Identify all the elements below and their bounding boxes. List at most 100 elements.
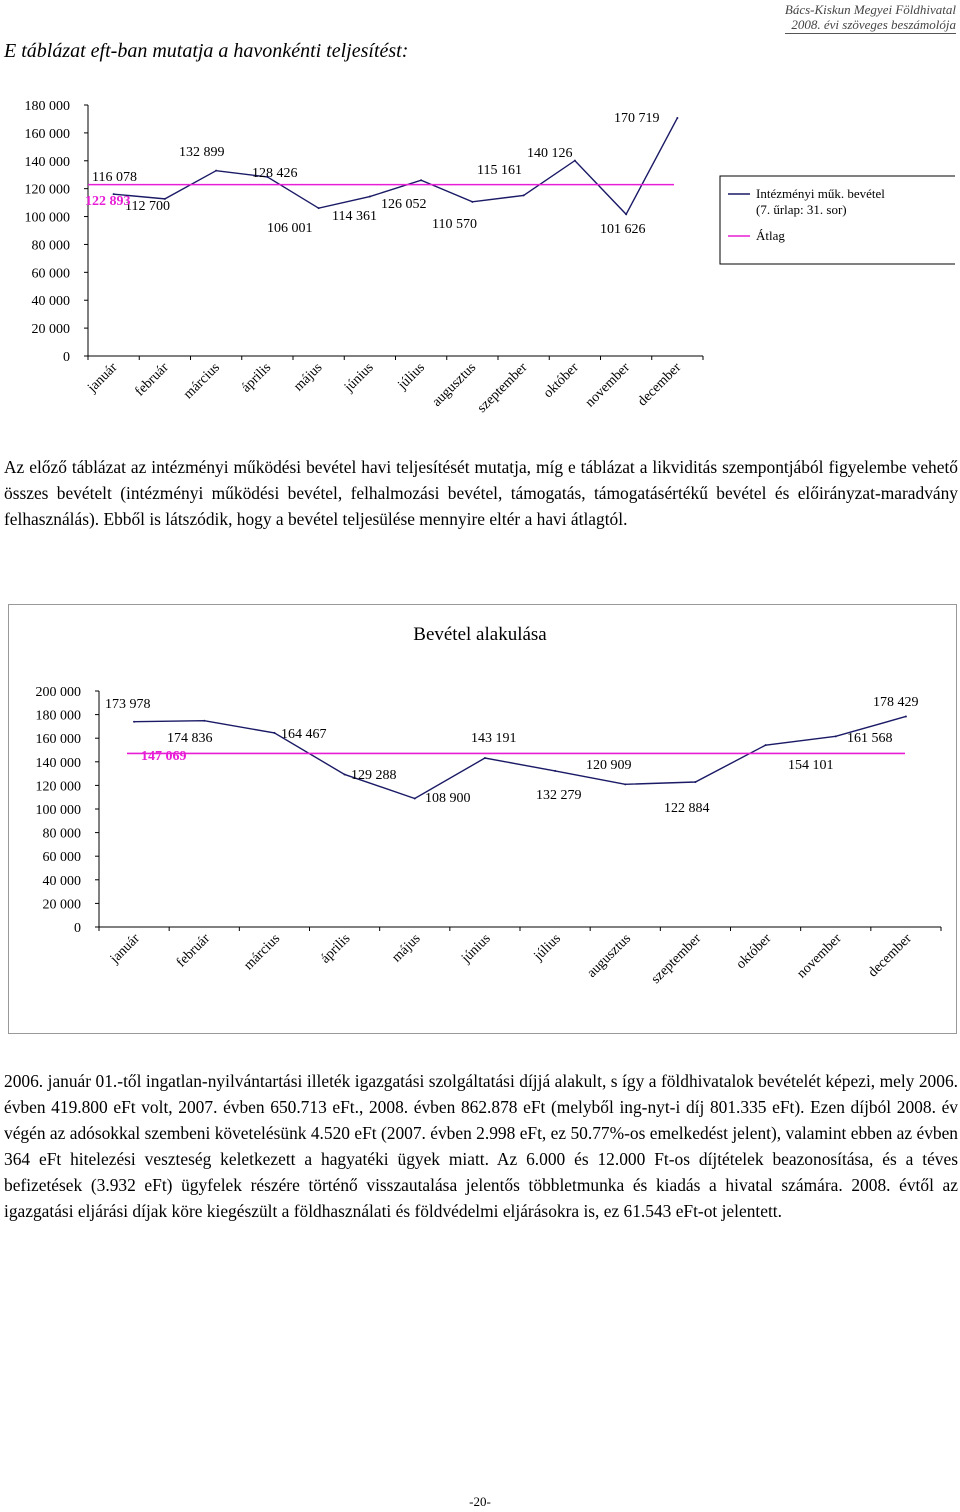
monthly-revenue-chart: 0 20 000 40 000 60 000 80 000 100 000 120 000 1… [8, 88, 959, 444]
series-point-2 [215, 169, 218, 172]
revenue-trend-chart-svg: Bevétel alakulása 0 20 000 40 000 60 000 80 0… [36, 624, 942, 987]
y-tick-label: 60 000 [32, 266, 71, 281]
series-point-9 [573, 159, 576, 162]
data-label-7: 120 909 [586, 758, 632, 773]
data-label-8: 122 884 [664, 801, 710, 816]
data-label-2: 164 467 [281, 727, 327, 742]
x-tick-label-2: március [241, 931, 283, 973]
page-number: -20- [469, 1494, 491, 1509]
data-label-11: 178 429 [873, 695, 919, 710]
data-label-4: 106 001 [267, 221, 313, 236]
x-tick-label-1: február [174, 931, 213, 970]
series-point-11 [904, 715, 907, 718]
series-point-6 [554, 769, 557, 772]
series-point-10 [625, 213, 628, 216]
x-tick-label-9: október [734, 931, 775, 972]
data-label-5: 143 191 [471, 731, 517, 746]
document-header: Bács-Kiskun Megyei Földhivatal 2008. évi… [784, 2, 956, 34]
y-tick-label: 40 000 [43, 874, 82, 889]
data-label-10: 161 568 [847, 731, 893, 746]
data-label-3: 129 288 [351, 768, 397, 783]
paragraph-chart-explanation: Az előző táblázat az intézményi működési… [4, 457, 958, 529]
series-point-0 [112, 193, 115, 196]
data-label-2: 132 899 [179, 145, 225, 160]
legend-box [719, 175, 959, 265]
y-tick-label: 0 [63, 350, 70, 365]
series-point-8 [522, 194, 525, 197]
series-line [113, 117, 678, 216]
data-label-7: 110 570 [432, 217, 477, 232]
average-value-label: 122 893 [85, 194, 131, 209]
chart-title: Bevétel alakulása [413, 624, 547, 645]
monthly-revenue-chart-svg: 0 20 000 40 000 60 000 80 000 100 000 120 000 1… [25, 99, 959, 416]
y-tick-label: 80 000 [43, 827, 82, 842]
x-tick-label-10: november [583, 360, 633, 410]
y-tick-label: 120 000 [36, 779, 82, 794]
x-tick-label-9: október [541, 360, 582, 401]
series-point-3 [266, 175, 269, 178]
y-tick-label: 20 000 [43, 897, 82, 912]
x-tick-label-8: szeptember [649, 931, 705, 987]
series-line [134, 715, 907, 800]
data-label-5: 114 361 [332, 209, 377, 224]
header-report-title: 2008. évi szöveges beszámolója [784, 17, 956, 34]
series-point-1 [203, 719, 206, 722]
x-tick-label-5: június [341, 360, 377, 396]
y-tick-label: 180 000 [25, 99, 71, 114]
series-point-11 [676, 116, 679, 119]
data-label-3: 128 426 [252, 166, 298, 181]
intro-text: E táblázat eft-ban mutatja a havonkénti … [4, 40, 409, 62]
x-tick-label-1: február [133, 360, 172, 399]
paragraph-fees: 2006. január 01.-től ingatlan-nyilvántar… [4, 1071, 958, 1221]
series-point-5 [483, 757, 486, 760]
series-point-3 [343, 773, 346, 776]
data-label-1: 174 836 [167, 731, 213, 746]
y-tick-label: 100 000 [25, 211, 71, 226]
data-label-1: 112 700 [125, 199, 170, 214]
y-tick-label: 200 000 [36, 685, 82, 700]
series-point-1 [163, 197, 166, 200]
series-point-7 [624, 783, 627, 786]
data-label-0: 116 078 [92, 170, 137, 185]
revenue-trend-chart: Bevétel alakulása 0 20 000 40 000 60 000 80 0… [8, 604, 957, 1034]
y-tick-label: 0 [74, 921, 81, 936]
data-label-8: 115 161 [477, 163, 522, 178]
series-point-4 [317, 207, 320, 210]
x-tick-label-0: január [107, 931, 143, 967]
y-tick-label: 120 000 [25, 183, 71, 198]
y-tick-label: 180 000 [36, 709, 82, 724]
x-tick-label-11: december [635, 360, 684, 409]
legend-label-average: Átlag [756, 228, 785, 243]
series-point-8 [694, 780, 697, 783]
series-point-9 [764, 744, 767, 747]
y-tick-label: 60 000 [43, 850, 82, 865]
series-point-0 [133, 720, 136, 723]
data-label-4: 108 900 [425, 791, 471, 806]
data-label-6: 126 052 [381, 197, 427, 212]
legend-label-series-line2: (7. űrlap: 31. sor) [756, 202, 847, 217]
series-point-2 [273, 731, 276, 734]
x-tick-label-5: június [458, 931, 494, 967]
average-value-label: 147 069 [141, 749, 187, 764]
x-tick-label-11: december [866, 931, 915, 980]
x-tick-label-6: július [531, 931, 564, 964]
series-point-10 [834, 735, 837, 738]
data-label-0: 173 978 [105, 697, 151, 712]
x-tick-label-7: augusztus [430, 360, 480, 410]
x-tick-label-10: november [794, 931, 844, 981]
x-tick-label-3: április [318, 931, 353, 966]
y-tick-label: 140 000 [25, 155, 71, 170]
legend-label-series-line1: Intézményi műk. bevétel [756, 186, 885, 201]
x-tick-label-8: szeptember [475, 360, 531, 416]
y-tick-label: 80 000 [32, 238, 71, 253]
x-tick-label-4: május [389, 931, 423, 965]
data-label-9: 140 126 [527, 146, 573, 161]
y-tick-label: 140 000 [36, 756, 82, 771]
x-tick-label-3: április [239, 360, 274, 395]
x-tick-label-0: január [84, 360, 120, 396]
x-tick-label-7: augusztus [584, 931, 634, 981]
data-label-10: 101 626 [600, 222, 646, 237]
series-point-4 [413, 797, 416, 800]
data-label-11: 170 719 [614, 111, 660, 126]
series-point-7 [471, 200, 474, 203]
